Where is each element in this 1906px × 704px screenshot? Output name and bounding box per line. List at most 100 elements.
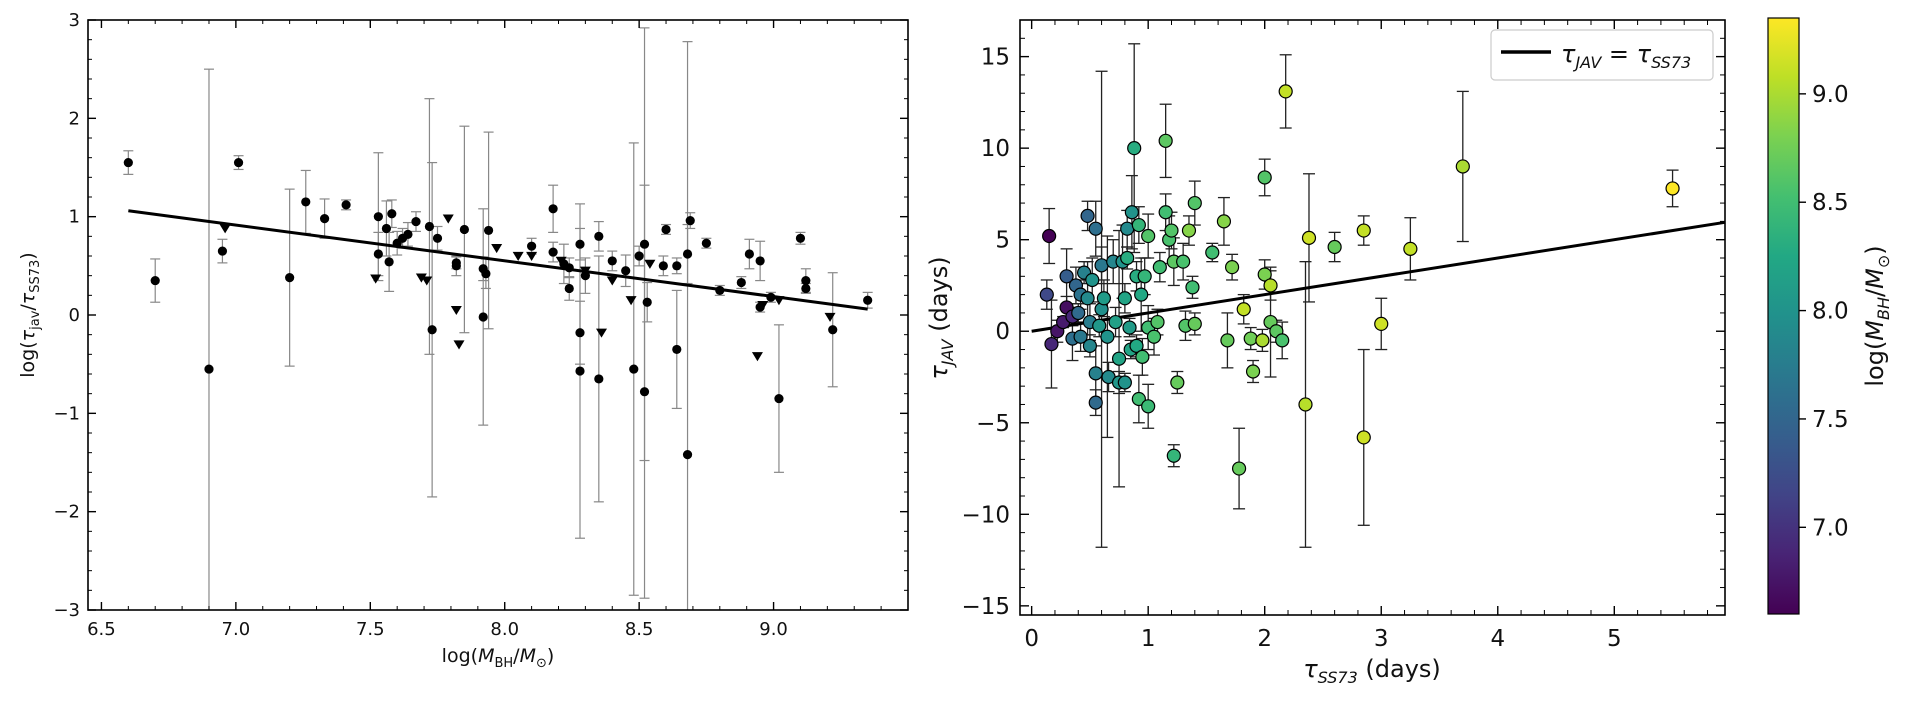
left-data-point [483, 225, 494, 236]
right-data-point [1146, 329, 1162, 344]
left-plot-frame [87, 19, 909, 611]
right-data-point [1231, 461, 1247, 476]
right-data-point [1071, 305, 1086, 321]
left-data-point [682, 249, 693, 259]
right-data-point [1216, 214, 1232, 229]
right-data-point [1111, 351, 1127, 366]
left-y-tick-label: −3 [53, 600, 80, 621]
right-data-point [1134, 287, 1149, 302]
right-data-point [1205, 245, 1220, 260]
right-data-point [1044, 336, 1059, 352]
right-data-point [1236, 302, 1251, 317]
right-data-point [1073, 329, 1088, 344]
right-chart-marks [1031, 43, 1726, 548]
right-data-point [1255, 333, 1270, 348]
right-data-point [1124, 205, 1139, 220]
left-x-tick-label: 8.0 [490, 619, 519, 640]
right-data-point [1131, 391, 1146, 407]
right-x-tick-label: 0 [1024, 626, 1039, 652]
left-data-point [766, 292, 776, 302]
left-data-point [672, 344, 682, 355]
left-data-point [575, 239, 585, 249]
left-upper-limit-point [579, 266, 591, 276]
left-data-point [564, 283, 574, 294]
left-data-point [801, 275, 811, 286]
left-chart-panel: 6.5 7.0 7.5 8.0 8.5 9.0 −3 −2 −1 0 1 2 3 log(MBH/M⊙)… [17, 10, 909, 671]
right-y-axis-label: τJAV (days) [925, 256, 957, 379]
left-y-tick-label: −1 [53, 403, 80, 424]
left-data-point [701, 238, 711, 248]
right-data-point [1080, 208, 1095, 223]
right-data-point [1187, 195, 1202, 211]
left-x-axis-label: log(MBH/M⊙) [442, 645, 555, 671]
right-x-tick-label: 4 [1490, 626, 1505, 652]
left-data-point [481, 269, 491, 279]
left-upper-limit-point [421, 276, 433, 286]
left-data-point [564, 263, 574, 273]
left-data-point [384, 257, 394, 267]
left-data-point [607, 256, 617, 266]
left-upper-limit-point [442, 214, 454, 224]
right-data-point [1120, 221, 1135, 236]
right-plot-frame [1019, 19, 1726, 616]
right-data-point [1176, 254, 1191, 269]
right-data-point [1080, 291, 1095, 306]
right-data-point [1152, 260, 1167, 275]
right-y-tick-label: −15 [961, 594, 1010, 620]
left-upper-limit-point [219, 224, 231, 234]
right-x-tick-label: 2 [1257, 626, 1272, 652]
right-data-point [1185, 280, 1200, 295]
left-y-tick-label: 3 [69, 10, 80, 31]
left-x-tick-label: 7.0 [222, 619, 251, 640]
left-data-point [427, 325, 437, 335]
right-data-point [1042, 228, 1057, 244]
right-data-point [1257, 267, 1272, 282]
legend: τJAV = τSS73 [1490, 29, 1714, 81]
left-upper-limit-point [824, 312, 836, 322]
right-data-point [1088, 366, 1103, 381]
right-y-tick-label: 0 [995, 319, 1010, 345]
right-data-point [1278, 84, 1293, 99]
left-upper-limit-point [606, 276, 618, 286]
left-y-axis-label: log(τjav/τSS73) [17, 252, 43, 377]
right-data-point [1120, 250, 1135, 266]
left-data-point [634, 251, 644, 261]
right-data-point [1150, 314, 1165, 330]
left-upper-limit-point [450, 305, 462, 316]
right-data-point [1275, 333, 1290, 348]
legend-box [1490, 29, 1714, 81]
right-data-point [1082, 338, 1098, 353]
right-x-axis-label: τSS73 (days) [1303, 655, 1441, 687]
left-upper-limit-point [773, 296, 785, 306]
left-data-point [642, 297, 652, 307]
left-upper-limit-point [644, 259, 656, 269]
right-data-point [1092, 318, 1107, 333]
right-data-point [1243, 331, 1258, 346]
right-data-point [1117, 291, 1132, 306]
left-data-point [150, 275, 160, 286]
right-data-point [1137, 269, 1152, 284]
left-data-point [459, 224, 469, 235]
left-data-point [373, 249, 383, 259]
left-data-point [319, 214, 330, 224]
right-data-point [1122, 320, 1137, 335]
left-data-point [432, 233, 443, 243]
left-data-point [715, 285, 725, 296]
left-y-tick-label: 0 [69, 305, 80, 326]
left-data-point [341, 200, 351, 210]
colorbar-tick-label: 7.5 [1812, 407, 1849, 433]
left-data-point [755, 256, 765, 266]
left-data-point [672, 261, 682, 271]
left-data-point [123, 157, 133, 168]
left-data-point [301, 197, 311, 207]
left-upper-limit-point [370, 274, 382, 284]
right-data-point [1455, 159, 1470, 174]
colorbar-label: log(MBH/M⊙) [1861, 245, 1893, 386]
right-data-point [1166, 448, 1181, 463]
right-data-point [1135, 349, 1150, 364]
left-data-point [575, 328, 585, 338]
left-data-point [451, 258, 461, 268]
colorbar-tick-label: 8.5 [1812, 190, 1849, 216]
left-x-tick-label: 7.5 [356, 619, 385, 640]
